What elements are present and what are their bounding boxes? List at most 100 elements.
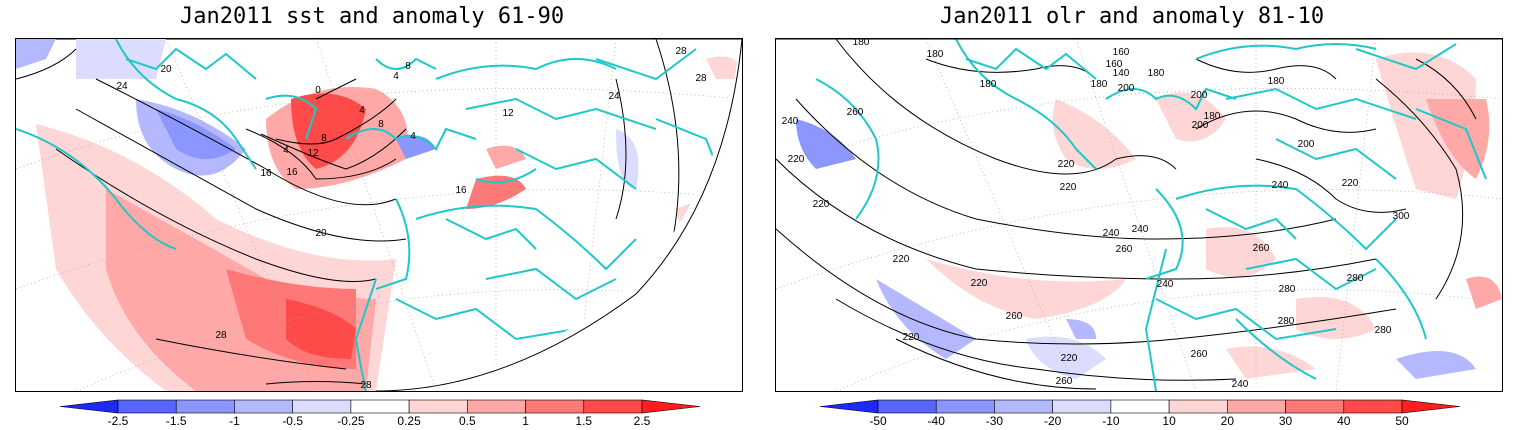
contour-label: 4 <box>359 105 365 116</box>
colorbar-box <box>408 399 468 414</box>
contour-label: 160 <box>1113 47 1130 58</box>
contour-label: 240 <box>1272 180 1289 191</box>
contour-label: 8 <box>405 61 411 72</box>
contour-label: 4 <box>410 131 416 142</box>
contour-label: 0 <box>315 85 321 96</box>
contour-label: 260 <box>1056 376 1073 387</box>
colorbar-box <box>1343 399 1403 414</box>
olr-colorbar: -50 -40 -30 -20 -10 10 20 30 40 50 <box>819 399 1461 428</box>
colorbar-arrow-low <box>59 399 119 414</box>
contour-label: 180 <box>1268 76 1285 87</box>
colorbar-box <box>1285 399 1345 414</box>
contour-label: 16 <box>286 167 298 178</box>
contour-label: 240 <box>1157 279 1174 290</box>
colorbar-tick-label: 50 <box>1395 414 1409 428</box>
contour-label: 260 <box>847 107 864 118</box>
contour-label: 260 <box>1253 243 1270 254</box>
sst-contour-labels: 24 20 16 20 28 28 28 24 28 0 4 4 4 8 8 1… <box>116 46 707 391</box>
contour-label: 28 <box>675 46 687 57</box>
colorbar-box <box>467 399 526 414</box>
contour-label: 240 <box>1132 224 1149 235</box>
contour-label: 200 <box>1191 90 1208 101</box>
sst-panel-title: Jan2011 sst and anomaly 61-90 <box>180 4 565 29</box>
contour-label: 280 <box>1279 284 1296 295</box>
contour-label: 200 <box>1192 120 1209 131</box>
colorbar-tick-label: 10 <box>1162 414 1176 428</box>
colorbar-box <box>525 399 585 414</box>
contour-label: 200 <box>1118 83 1135 94</box>
contour-label: 8 <box>378 119 384 130</box>
contour-label: 16 <box>455 185 467 196</box>
contour-label: 260 <box>1191 349 1208 360</box>
colorbar-box <box>175 399 235 414</box>
contour-label: 220 <box>893 254 910 265</box>
contour-label: 8 <box>321 133 327 144</box>
colorbar-tick-label: 0.5 <box>459 414 476 428</box>
contour-label: 240 <box>782 116 799 127</box>
sst-contours <box>16 39 680 385</box>
colorbar-arrow-high <box>641 399 701 414</box>
colorbar-tick-label: -1 <box>229 414 240 428</box>
contour-label: 300 <box>1393 211 1410 222</box>
contour-label: 220 <box>971 278 988 289</box>
sst-colorbar: -2.5 -1.5 -1 -0.5 -0.25 0.25 0.5 1 1.5 2.5 <box>59 399 701 428</box>
colorbar-tick-label: -20 <box>1044 414 1062 428</box>
colorbar-tick-label: -2.5 <box>108 414 129 428</box>
contour-label: 220 <box>1342 178 1359 189</box>
colorbar-box <box>935 399 995 414</box>
colorbar-tick-label: -50 <box>869 414 887 428</box>
colorbar-tick-label: -40 <box>928 414 946 428</box>
contour-label: 160 <box>1106 59 1123 70</box>
colorbar-tick-label: -1.5 <box>166 414 187 428</box>
olr-panel-title: Jan2011 olr and anomaly 81-10 <box>940 4 1325 29</box>
sst-map-svg: 24 20 16 20 28 28 28 24 28 0 4 4 4 8 8 1… <box>16 39 742 391</box>
colorbar-box <box>234 399 293 414</box>
contour-label: 4 <box>283 145 289 156</box>
contour-label: 280 <box>1347 273 1364 284</box>
coastlines <box>16 39 727 391</box>
contour-label: 180 <box>853 39 870 48</box>
coastlines <box>815 39 1487 391</box>
contour-label: 260 <box>1116 244 1133 255</box>
contour-label: 12 <box>307 148 319 159</box>
olr-contour-labels: 180 160 180 160 140 180 180 200 200 180 … <box>782 39 1410 390</box>
contour-label: 220 <box>1061 353 1078 364</box>
colorbar-tick-label: 2.5 <box>634 414 651 428</box>
contour-label: 240 <box>1232 379 1249 390</box>
colorbar-box <box>994 399 1053 414</box>
colorbar-tick-label: 0.25 <box>397 414 421 428</box>
colorbar-tick-label: -0.25 <box>337 414 365 428</box>
contour-label: 16 <box>260 168 272 179</box>
contour-label: 20 <box>160 64 172 75</box>
colorbar-tick-label: 1 <box>522 414 529 428</box>
colorbar-box <box>1227 399 1286 414</box>
contour-label: 20 <box>315 228 327 239</box>
colorbar-box <box>877 399 937 414</box>
colorbar-box <box>1168 399 1228 414</box>
colorbar-arrow-high <box>1401 399 1461 414</box>
sst-anomaly-shading <box>16 39 742 391</box>
graticule <box>776 39 1502 391</box>
contour-label: 280 <box>1375 325 1392 336</box>
olr-contours <box>776 39 1477 390</box>
colorbar-box <box>583 399 643 414</box>
colorbar-box <box>350 399 410 414</box>
colorbar-box <box>1110 399 1170 414</box>
contour-label: 140 <box>1113 68 1130 79</box>
contour-label: 260 <box>1006 311 1023 322</box>
sst-map: 24 20 16 20 28 28 28 24 28 0 4 4 4 8 8 1… <box>15 38 743 392</box>
colorbar-tick-label: 30 <box>1279 414 1293 428</box>
colorbar-box <box>1052 399 1112 414</box>
colorbar-arrow-low <box>819 399 879 414</box>
projection-boundary <box>16 39 742 391</box>
contour-label: 28 <box>215 330 227 341</box>
contour-label: 220 <box>903 332 920 343</box>
contour-label: 24 <box>116 81 128 92</box>
colorbar-tick-label: -10 <box>1102 414 1120 428</box>
colorbar-box <box>117 399 177 414</box>
colorbar-tick-label: -0.5 <box>282 414 303 428</box>
contour-label: 200 <box>1298 139 1315 150</box>
contour-label: 24 <box>608 91 620 102</box>
contour-label: 240 <box>1103 228 1120 239</box>
contour-label: 12 <box>502 108 514 119</box>
